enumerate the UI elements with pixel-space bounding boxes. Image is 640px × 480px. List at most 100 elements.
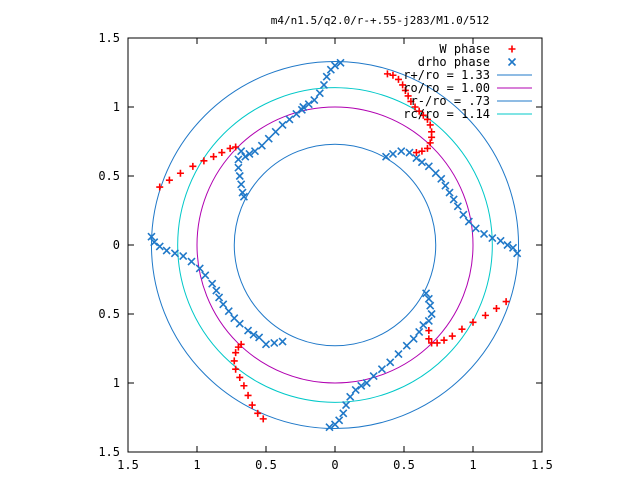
- drho-phase-point: [471, 224, 480, 233]
- drho-phase-point: [427, 309, 436, 319]
- drho-phase-point: [249, 330, 258, 339]
- y-tick-label: 0.5: [98, 169, 120, 183]
- drho-phase-point: [426, 301, 435, 310]
- w-phase-point: [419, 111, 427, 119]
- w-phase-point: [425, 335, 433, 343]
- radius-circle: [196, 106, 474, 384]
- y-tick-label: 0: [113, 238, 120, 252]
- drho-phase-point: [417, 158, 427, 167]
- radius-circle: [233, 143, 437, 347]
- drho-phase-point: [394, 349, 403, 359]
- w-phase-point: [237, 340, 245, 348]
- w-phase-point: [481, 311, 489, 319]
- w-phase-point: [415, 107, 423, 115]
- drho-phase-point: [319, 80, 329, 89]
- drho-phase-point: [322, 72, 331, 81]
- drho-phase-point: [212, 286, 221, 295]
- drho-phase-point: [409, 334, 418, 343]
- drho-phase-point: [219, 300, 228, 309]
- drho-phase-point: [245, 149, 254, 158]
- y-tick-label: 1: [113, 376, 120, 390]
- w-phase-point: [426, 139, 434, 147]
- x-tick-label: 1.5: [117, 458, 139, 472]
- w-phase-point: [425, 327, 433, 335]
- drho-phase-point: [341, 401, 351, 410]
- drho-phase-point: [346, 392, 355, 401]
- w-phase-point: [244, 391, 252, 399]
- drho-phase-point: [419, 320, 428, 330]
- drho-phase-point: [441, 181, 450, 190]
- w-phase-point: [200, 157, 208, 165]
- w-phase-point: [502, 298, 510, 306]
- drho-phase-point: [292, 109, 301, 118]
- w-phase-point: [248, 401, 256, 409]
- w-phase-point: [236, 373, 244, 381]
- drho-phase-point: [415, 327, 424, 337]
- drho-phase-point: [150, 238, 159, 247]
- drho-phase-point: [388, 149, 398, 158]
- drho-phase-point: [453, 202, 462, 211]
- drho-phase-point: [431, 169, 440, 178]
- legend-label: W phase: [439, 42, 490, 56]
- legend-label: r+/ro = 1.33: [403, 68, 490, 82]
- drho-phase-point: [278, 120, 287, 130]
- drho-phase-point: [234, 155, 243, 164]
- drho-phase-point: [445, 188, 454, 197]
- drho-phase-point: [449, 195, 458, 204]
- drho-phase-point: [234, 163, 243, 172]
- x-tick-label: 0: [331, 458, 338, 472]
- w-phase-point: [210, 153, 218, 161]
- series-group: [156, 70, 510, 423]
- drho-phase-point: [201, 271, 210, 280]
- w-phase-point: [226, 144, 234, 152]
- drho-phase-point: [208, 279, 217, 288]
- w-phase-point: [428, 339, 436, 347]
- phase-series: [147, 58, 522, 432]
- drho-phase-point: [155, 242, 164, 251]
- x-tick-label: 1: [469, 458, 476, 472]
- w-phase-point: [156, 183, 164, 191]
- w-phase-point: [411, 103, 419, 111]
- w-phase-point: [230, 357, 238, 365]
- drho-phase-point: [377, 365, 386, 374]
- drho-phase-point: [271, 127, 280, 136]
- drho-phase-point: [285, 115, 294, 124]
- drho-phase-point: [326, 65, 335, 74]
- w-phase-point: [383, 70, 391, 78]
- w-phase-point: [232, 349, 240, 357]
- w-phase-point: [440, 336, 448, 344]
- drho-phase-point: [243, 326, 253, 335]
- y-axis-ticks: 1.5 1 0.5 0 0.5 1 1.5: [98, 31, 542, 459]
- drho-phase-point: [496, 236, 505, 245]
- drho-phase-point: [351, 385, 360, 394]
- drho-phase-point: [325, 423, 334, 432]
- drho-phase-point: [336, 58, 345, 67]
- y-tick-label: 1: [113, 100, 120, 114]
- w-phase-point: [404, 92, 412, 100]
- w-phase-point: [401, 86, 409, 94]
- w-phase-point: [218, 149, 226, 157]
- drho-phase-point: [264, 134, 273, 143]
- drho-phase-point: [508, 243, 518, 252]
- w-phase-point: [423, 115, 431, 123]
- drho-phase-point: [386, 358, 395, 367]
- drho-phase-point: [241, 152, 250, 161]
- w-phase-point: [448, 332, 456, 340]
- drho-phase-point: [270, 338, 279, 348]
- w-phase-point: [389, 71, 397, 79]
- drho-phase-point: [235, 319, 244, 328]
- drho-phase-point: [459, 210, 468, 219]
- drho-phase-point: [237, 147, 246, 156]
- legend-label: r-/ro = .73: [411, 94, 490, 108]
- drho-phase-point: [479, 229, 489, 239]
- drho-phase-point: [357, 381, 366, 390]
- drho-phase-point: [304, 100, 313, 109]
- x-tick-label: 0.5: [393, 458, 415, 472]
- drho-phase-point: [257, 141, 266, 150]
- drho-phase-point: [261, 340, 271, 349]
- drho-phase-point: [339, 409, 348, 418]
- drho-phase-point: [402, 341, 411, 350]
- drho-phase-point: [297, 105, 306, 114]
